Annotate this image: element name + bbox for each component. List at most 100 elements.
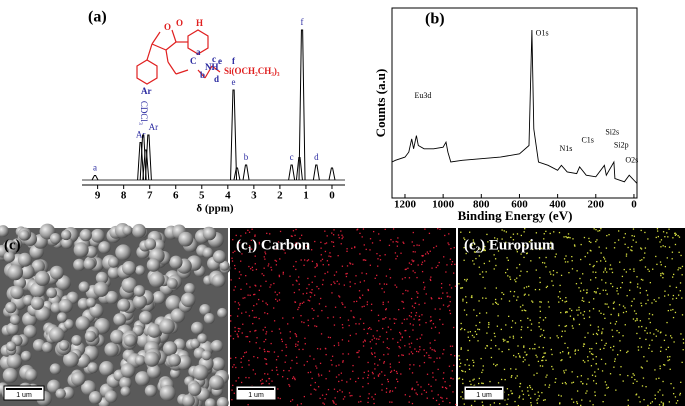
element-dot	[531, 300, 533, 302]
element-dot	[423, 389, 425, 392]
element-dot	[671, 276, 674, 278]
element-dot	[433, 361, 435, 363]
element-dot	[403, 242, 405, 245]
element-dot	[385, 309, 387, 311]
element-dot	[523, 245, 525, 247]
element-dot	[582, 314, 584, 316]
element-dot	[530, 397, 532, 399]
element-dot	[361, 294, 364, 296]
peak-label: Ar	[136, 130, 146, 140]
element-dot	[640, 346, 643, 348]
element-dot	[539, 365, 542, 367]
element-dot	[411, 352, 414, 355]
element-dot	[316, 265, 318, 267]
sphere	[63, 319, 75, 330]
element-dot	[355, 275, 357, 277]
element-dot	[678, 267, 680, 269]
structure-label: H	[196, 18, 203, 28]
element-dot	[438, 297, 440, 300]
element-dot	[563, 236, 565, 238]
element-dot	[429, 320, 432, 322]
element-dot	[295, 268, 297, 271]
element-dot	[263, 256, 265, 258]
element-dot	[602, 400, 604, 403]
element-dot	[572, 381, 575, 383]
element-dot	[578, 287, 580, 289]
element-dot	[562, 351, 564, 353]
element-dot	[528, 241, 531, 243]
element-dot	[561, 330, 563, 332]
element-dot	[589, 324, 592, 326]
element-dot	[543, 238, 545, 240]
element-dot	[449, 309, 451, 312]
element-dot	[498, 348, 500, 350]
element-dot	[300, 259, 302, 261]
element-dot	[245, 335, 247, 338]
sphere	[30, 282, 46, 298]
element-dot	[310, 292, 313, 294]
element-dot	[557, 337, 559, 339]
element-dot	[275, 359, 278, 361]
element-dot	[567, 353, 570, 355]
element-dot	[548, 384, 551, 386]
element-dot	[409, 323, 412, 325]
element-dot	[412, 251, 414, 253]
structure-label: d	[214, 74, 219, 84]
europium-map	[458, 228, 685, 406]
element-dot	[598, 310, 600, 312]
element-dot	[353, 316, 355, 319]
element-dot	[673, 387, 675, 389]
element-dot	[426, 373, 429, 375]
element-dot	[374, 393, 376, 395]
element-dot	[315, 389, 317, 391]
element-dot	[429, 278, 431, 281]
element-dot	[632, 382, 634, 384]
element-dot	[267, 265, 269, 267]
element-dot	[460, 322, 462, 325]
element-dot	[493, 268, 495, 270]
element-dot	[604, 394, 606, 396]
element-dot	[636, 286, 639, 288]
element-dot	[669, 355, 671, 358]
sphere	[31, 259, 45, 274]
element-dot	[240, 260, 242, 262]
element-dot	[596, 333, 599, 336]
element-dot	[364, 259, 367, 261]
element-dot	[307, 259, 310, 261]
element-dot	[646, 294, 649, 296]
element-dot	[342, 327, 344, 329]
element-dot	[248, 265, 250, 268]
element-dot	[362, 386, 364, 388]
element-dot	[589, 400, 591, 402]
element-dot	[540, 301, 542, 303]
element-dot	[389, 391, 391, 393]
sphere	[121, 277, 138, 293]
element-dot	[333, 388, 336, 390]
element-dot	[262, 382, 264, 385]
element-dot	[429, 250, 431, 252]
element-dot	[433, 349, 435, 351]
element-dot	[349, 262, 351, 264]
element-dot	[639, 287, 641, 289]
element-dot	[387, 326, 390, 328]
element-dot	[641, 325, 643, 328]
element-dot	[565, 369, 567, 371]
element-dot	[505, 271, 507, 274]
element-dot	[250, 248, 253, 250]
element-dot	[266, 363, 268, 365]
element-dot	[248, 377, 250, 379]
element-dot	[682, 349, 684, 351]
element-dot	[646, 360, 648, 362]
element-dot	[474, 330, 477, 333]
peak-label: CDCl₃	[139, 101, 149, 125]
element-dot	[510, 390, 512, 392]
element-dot	[265, 338, 267, 341]
element-dot	[668, 228, 670, 230]
element-dot	[461, 327, 463, 330]
element-dot	[370, 347, 372, 349]
element-dot	[655, 378, 657, 380]
element-dot	[242, 323, 244, 325]
element-dot	[295, 334, 297, 336]
element-dot	[383, 361, 386, 363]
sphere	[162, 341, 178, 356]
